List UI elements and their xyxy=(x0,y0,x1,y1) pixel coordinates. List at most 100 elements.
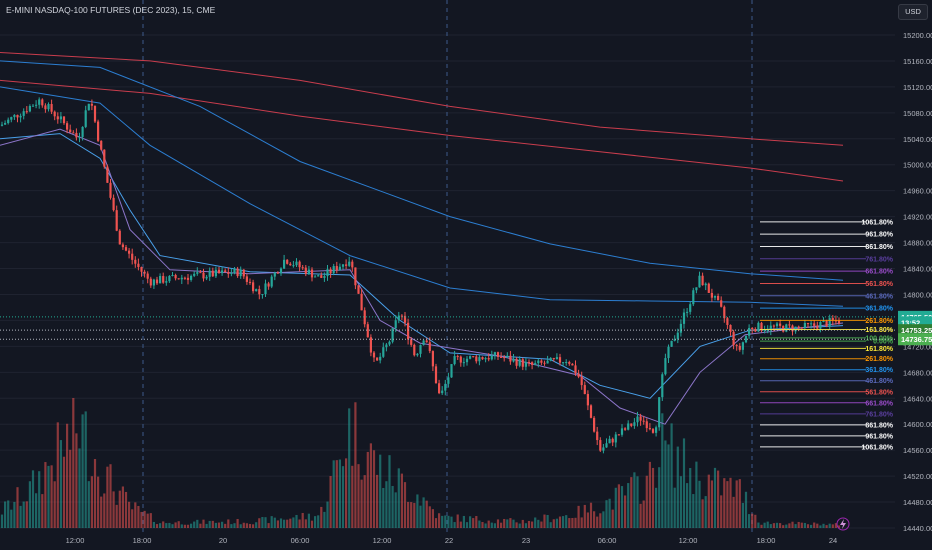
volume-bar xyxy=(596,516,599,528)
volume-bar xyxy=(614,487,617,528)
candle-body xyxy=(174,275,177,279)
candle-body xyxy=(608,438,611,444)
candle-body xyxy=(10,117,13,120)
price-lines xyxy=(0,316,895,340)
volume-bar xyxy=(617,484,620,528)
volume-bar xyxy=(115,504,118,528)
volume-bar xyxy=(748,514,751,528)
candle-body xyxy=(66,123,69,130)
volume-bar xyxy=(797,521,800,528)
volume-bar xyxy=(772,523,775,528)
candle-body xyxy=(357,285,360,294)
candle-body xyxy=(459,356,462,363)
volume-bar xyxy=(425,500,428,528)
volume-bar xyxy=(279,518,283,528)
candle-body xyxy=(217,269,221,274)
volume-bar xyxy=(620,486,624,528)
volume-bar xyxy=(276,520,279,528)
candle-body xyxy=(633,422,636,426)
candle-body xyxy=(165,281,168,283)
volume-bar xyxy=(44,462,47,528)
candle-body xyxy=(574,365,577,374)
candle-body xyxy=(772,325,775,327)
volume-bar xyxy=(41,494,44,528)
volume-bar xyxy=(686,483,689,528)
candle-body xyxy=(97,121,100,141)
candle-body xyxy=(627,423,630,430)
candle-body xyxy=(593,417,596,432)
volume-bar xyxy=(469,516,472,528)
volume-bar xyxy=(62,456,66,528)
volume-bar xyxy=(183,524,186,528)
candle-body xyxy=(84,110,87,127)
volume-bar xyxy=(252,524,255,528)
candle-body xyxy=(90,103,93,106)
candle-body xyxy=(69,129,72,133)
candle-body xyxy=(819,322,822,329)
candle-body xyxy=(403,315,407,323)
volume-bar xyxy=(537,519,540,528)
candle-body xyxy=(379,356,382,361)
volume-bar xyxy=(227,519,230,528)
price-tick-label: 14440.00 xyxy=(903,524,932,533)
time-axis[interactable]: 12:00 18:00 20 06:00 12:00 22 23 06:00 12:00 18:0… xyxy=(66,536,838,545)
volume-bar xyxy=(704,496,707,528)
volume-bar xyxy=(562,516,565,528)
volume-bar xyxy=(431,509,434,528)
volume-bar xyxy=(196,519,199,528)
volume-bar xyxy=(400,473,403,528)
time-tick-label: 22 xyxy=(445,536,453,545)
fib-level-label: 661.80% xyxy=(865,400,893,407)
candle-body xyxy=(407,322,410,340)
fib-level-label: 661.80% xyxy=(865,269,893,276)
volume-bar xyxy=(351,465,354,528)
volume-bar xyxy=(363,475,366,528)
candle-body xyxy=(369,337,372,353)
volume-bar xyxy=(701,499,704,528)
candle-body xyxy=(469,356,472,359)
volume-bar xyxy=(543,514,546,528)
candle-body xyxy=(447,377,450,384)
candle-body xyxy=(227,272,230,274)
candle-body xyxy=(605,443,608,448)
candle-body xyxy=(453,356,456,365)
candle-body xyxy=(131,253,134,260)
candle-body xyxy=(261,294,264,296)
candle-body xyxy=(363,310,366,325)
volume-bar xyxy=(273,517,276,528)
candle-body xyxy=(642,420,645,422)
candle-body xyxy=(682,312,686,324)
candle-body xyxy=(577,373,580,377)
volume-bar xyxy=(66,423,69,528)
candle-body xyxy=(124,247,128,251)
volume-bar xyxy=(698,480,701,528)
candle-body xyxy=(44,105,47,110)
currency-button[interactable]: USD xyxy=(898,4,928,20)
candle-body xyxy=(831,318,834,321)
candle-body xyxy=(78,136,81,138)
candle-body xyxy=(490,355,493,360)
volume-bar xyxy=(834,523,837,528)
volume-bar xyxy=(230,524,233,528)
lightning-icon[interactable] xyxy=(836,517,850,531)
volume-bar xyxy=(723,478,726,528)
price-tick-label: 14960.00 xyxy=(903,187,932,196)
candle-body xyxy=(735,345,738,347)
volume-bar xyxy=(372,450,376,528)
volume-bar xyxy=(682,438,686,528)
candle-body xyxy=(320,275,323,278)
volume-bar xyxy=(819,525,822,528)
candle-body xyxy=(425,340,428,343)
fib-level-label: 0.00% xyxy=(873,339,894,346)
price-axis[interactable]: 15200.00 15160.00 15120.00 15080.00 15040.00… xyxy=(903,31,932,533)
volume-bar xyxy=(211,520,214,528)
candle-body xyxy=(143,271,146,274)
volume-bar xyxy=(555,518,558,528)
candle-body xyxy=(245,276,248,282)
candle-body xyxy=(180,277,183,280)
volume-bar xyxy=(137,505,140,528)
candle-body xyxy=(338,266,341,271)
fib-level-label: 161.80% xyxy=(865,346,893,353)
